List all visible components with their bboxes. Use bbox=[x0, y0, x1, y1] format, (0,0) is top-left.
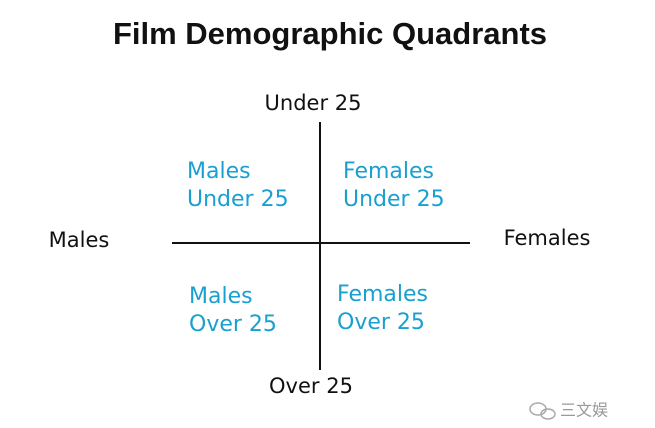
quadrant-label: Males bbox=[189, 284, 253, 309]
quadrant-label: Females bbox=[343, 159, 434, 184]
quadrant-label: Over 25 bbox=[337, 310, 425, 335]
quadrant-label: Under 25 bbox=[343, 187, 445, 212]
quadrant-label: Males bbox=[187, 159, 251, 184]
quadrant-label: Over 25 bbox=[189, 312, 277, 337]
quadrant-label: Females bbox=[337, 282, 428, 307]
quadrant-label: Under 25 bbox=[187, 187, 289, 212]
title: Film Demographic Quadrants bbox=[113, 16, 547, 51]
axis-label-bottom: Over 25 bbox=[269, 374, 353, 398]
axis-label-top: Under 25 bbox=[265, 91, 362, 115]
watermark: 三文娱 bbox=[560, 401, 608, 420]
watermark-icon bbox=[529, 402, 556, 420]
axis-label-right: Females bbox=[504, 226, 591, 250]
axis-label-left: Males bbox=[49, 228, 110, 252]
